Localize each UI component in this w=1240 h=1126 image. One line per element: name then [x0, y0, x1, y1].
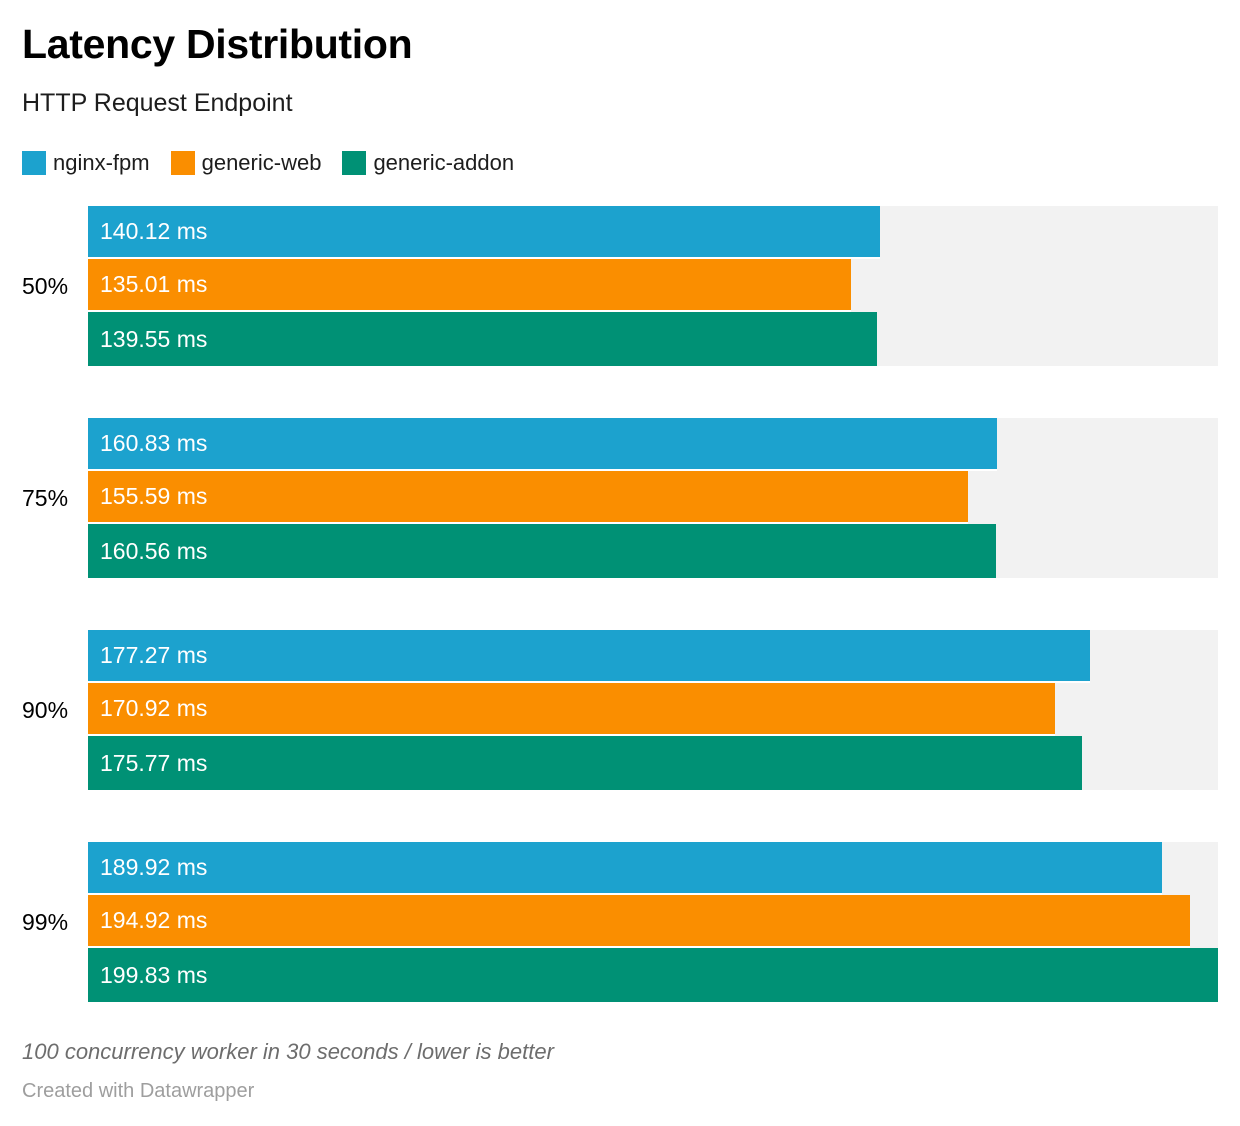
chart-title: Latency Distribution [22, 21, 413, 67]
bar-generic-addon: 160.56 ms [88, 524, 996, 578]
bar-value-label: 175.77 ms [100, 749, 208, 776]
bar-track: 177.27 ms 170.92 ms 175.77 ms [88, 630, 1218, 790]
category-tick-label: 50% [22, 272, 69, 299]
footer-credit: Created with Datawrapper [22, 1080, 255, 1102]
bar-plot: 50% 140.12 ms 135.01 ms 139.55 ms 75% 160.… [22, 206, 1218, 1002]
category-tick-label: 75% [22, 484, 69, 511]
bar-value-label: 170.92 ms [100, 695, 208, 721]
footer-note: 100 concurrency worker in 30 seconds / l… [22, 1039, 554, 1064]
bar-group: 50% 140.12 ms 135.01 ms 139.55 ms [22, 206, 1218, 366]
bar-value-label: 177.27 ms [100, 642, 208, 668]
bar-generic-addon: 175.77 ms [88, 736, 1082, 790]
bar-nginx-fpm: 177.27 ms [88, 630, 1091, 683]
bar-track: 189.92 ms 194.92 ms 199.83 ms [88, 842, 1218, 1002]
bar-value-label: 199.83 ms [100, 961, 208, 988]
legend-label: generic-addon [373, 150, 515, 175]
bar-nginx-fpm: 189.92 ms [88, 842, 1162, 895]
bar-generic-addon: 139.55 ms [88, 312, 878, 366]
bar-group: 75% 160.83 ms 155.59 ms 160.56 ms [22, 418, 1218, 578]
legend-swatch-icon [170, 151, 195, 175]
bar-generic-web: 194.92 ms [88, 895, 1191, 948]
legend-swatch-icon [342, 151, 367, 175]
bar-value-label: 139.55 ms [100, 325, 208, 352]
category-tick-label: 90% [22, 696, 69, 723]
legend-item: generic-web [170, 150, 322, 176]
legend-swatch-icon [22, 151, 46, 175]
chart-subtitle: HTTP Request Endpoint [22, 89, 293, 117]
bar-nginx-fpm: 160.83 ms [88, 418, 998, 471]
bar-nginx-fpm: 140.12 ms [88, 206, 881, 259]
legend-label: nginx-fpm [53, 150, 150, 175]
legend-item: nginx-fpm [22, 150, 150, 176]
bar-value-label: 189.92 ms [100, 854, 208, 880]
bar-track: 140.12 ms 135.01 ms 139.55 ms [88, 206, 1218, 366]
legend: nginx-fpm generic-web generic-addon [22, 150, 1218, 176]
bar-value-label: 194.92 ms [100, 907, 208, 933]
bar-track: 160.83 ms 155.59 ms 160.56 ms [88, 418, 1218, 578]
bar-generic-web: 155.59 ms [88, 471, 968, 524]
bar-value-label: 140.12 ms [100, 218, 208, 244]
legend-item: generic-addon [342, 150, 514, 176]
category-tick-label: 99% [22, 908, 69, 935]
bar-value-label: 160.56 ms [100, 537, 208, 564]
legend-label: generic-web [201, 150, 322, 175]
bar-generic-web: 170.92 ms [88, 683, 1055, 736]
bar-group: 90% 177.27 ms 170.92 ms 175.77 ms [22, 630, 1218, 790]
bar-value-label: 155.59 ms [100, 483, 208, 509]
bar-value-label: 160.83 ms [100, 430, 208, 456]
bar-generic-addon: 199.83 ms [88, 948, 1218, 1002]
bar-value-label: 135.01 ms [100, 271, 208, 297]
bar-generic-web: 135.01 ms [88, 259, 852, 312]
bar-group: 99% 189.92 ms 194.92 ms 199.83 ms [22, 842, 1218, 1002]
